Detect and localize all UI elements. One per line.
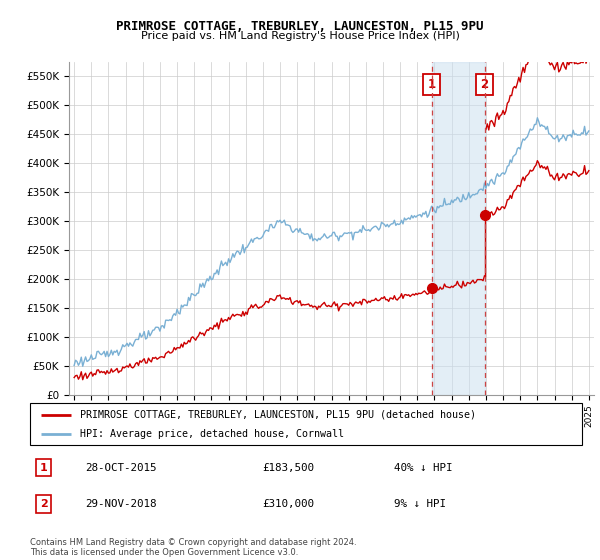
Text: 1: 1 xyxy=(40,463,47,473)
FancyBboxPatch shape xyxy=(30,403,582,445)
Text: £183,500: £183,500 xyxy=(262,463,314,473)
Text: PRIMROSE COTTAGE, TREBURLEY, LAUNCESTON, PL15 9PU: PRIMROSE COTTAGE, TREBURLEY, LAUNCESTON,… xyxy=(116,20,484,32)
Text: Price paid vs. HM Land Registry's House Price Index (HPI): Price paid vs. HM Land Registry's House … xyxy=(140,31,460,41)
Bar xyxy=(431,62,485,395)
Text: Contains HM Land Registry data © Crown copyright and database right 2024.
This d: Contains HM Land Registry data © Crown c… xyxy=(30,538,356,557)
Text: PRIMROSE COTTAGE, TREBURLEY, LAUNCESTON, PL15 9PU (detached house): PRIMROSE COTTAGE, TREBURLEY, LAUNCESTON,… xyxy=(80,409,476,419)
Text: £310,000: £310,000 xyxy=(262,499,314,509)
Text: HPI: Average price, detached house, Cornwall: HPI: Average price, detached house, Corn… xyxy=(80,429,344,439)
Text: 2: 2 xyxy=(481,78,488,91)
Text: 9% ↓ HPI: 9% ↓ HPI xyxy=(394,499,446,509)
Text: 2: 2 xyxy=(40,499,47,509)
Text: 1: 1 xyxy=(427,78,436,91)
Text: 40% ↓ HPI: 40% ↓ HPI xyxy=(394,463,453,473)
Text: 28-OCT-2015: 28-OCT-2015 xyxy=(85,463,157,473)
Text: 29-NOV-2018: 29-NOV-2018 xyxy=(85,499,157,509)
